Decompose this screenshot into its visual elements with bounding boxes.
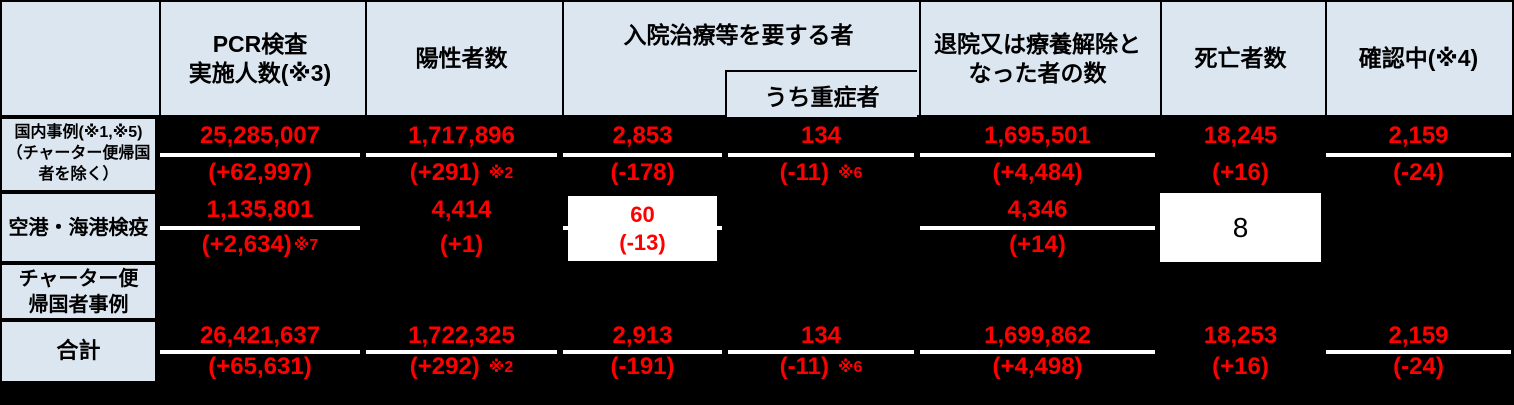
value-separator [1326, 349, 1511, 354]
header-divider [562, 2, 564, 119]
cell-delta: (-24) [1393, 159, 1444, 187]
quarantine-deaths-highlight-box: 8 [1160, 193, 1321, 262]
cell-value: 26,421,637 [199, 321, 321, 349]
value-separator [563, 152, 722, 157]
cell-delta: (-11) [779, 159, 829, 187]
header-severe-cases: うち重症者 [725, 70, 917, 117]
cell-total-confirming: 2,159 (-24) [1323, 320, 1514, 383]
quarantine-hospitalized-highlight-box: 60 (-13) [568, 196, 717, 261]
header-pcr-tested: PCR検査 実施人数(※3) [188, 30, 332, 86]
cell-value: 1,699,862 [984, 321, 1091, 349]
cell-quarantine-discharged: 4,346 (+14) [917, 192, 1158, 263]
header-divider [1325, 2, 1327, 119]
cell-total-pcr: 26,421,637 (+65,631) [157, 320, 363, 383]
cell-delta: (-24) [1393, 353, 1444, 381]
header-discharged-released: 退院又は療養解除と なった者の数 [934, 30, 1141, 86]
cell-domestic-severe: 134 (-11) ※6 [725, 117, 917, 192]
cell-value: 2,913 [612, 321, 673, 349]
cell-note: ※2 [488, 359, 514, 377]
cell-domestic-positive: 1,717,896 (+291) ※2 [363, 117, 560, 192]
cell-total-severe: 134 (-11) ※6 [725, 320, 917, 383]
cell-value: 2,159 [1388, 321, 1449, 349]
cell-value: 1,135,801 [206, 195, 314, 223]
cell-value: 1,717,896 [408, 121, 515, 149]
cell-total-hospitalized: 2,913 (-191) [560, 320, 725, 383]
cell-note: ※7 [293, 237, 319, 255]
header-deaths: 死亡者数 [1194, 45, 1287, 72]
cell-delta: (+14) [1009, 231, 1066, 259]
cell-delta: (+4,484) [992, 159, 1083, 187]
cell-delta: (+16) [1212, 159, 1269, 187]
value-separator [920, 152, 1155, 157]
header-divider [919, 2, 921, 119]
cell-value: 8 [1232, 211, 1249, 243]
cell-value: 134 [800, 121, 842, 149]
cell-delta: (+2,634) [201, 231, 292, 259]
cell-value: 4,346 [1007, 195, 1068, 223]
value-separator [920, 349, 1155, 354]
cell-delta: (+16) [1212, 353, 1269, 381]
cell-note: ※6 [837, 165, 863, 183]
cell-value: 1,722,325 [408, 321, 515, 349]
cell-delta: (-13) [619, 229, 666, 255]
cell-value: 1,695,501 [984, 121, 1091, 149]
row-label-airport-seaport-quarantine: 空港・海港検疫 [0, 192, 157, 263]
value-separator [728, 152, 914, 157]
value-separator [160, 349, 360, 354]
cell-value: 2,159 [1388, 121, 1449, 149]
cell-domestic-deaths: 18,245 (+16) [1158, 117, 1323, 192]
cell-note: ※6 [837, 359, 863, 377]
value-separator [160, 152, 360, 157]
header-under-confirmation: 確認中(※4) [1358, 45, 1479, 72]
value-separator [366, 152, 557, 157]
cell-domestic-confirming: 2,159 (-24) [1323, 117, 1514, 192]
cell-value: 2,853 [612, 121, 673, 149]
header-positive-cases: 陽性者数 [415, 45, 508, 72]
cell-quarantine-deaths: 8 [1158, 192, 1323, 263]
cell-domestic-discharged: 1,695,501 (+4,484) [917, 117, 1158, 192]
cell-delta: (-11) [779, 353, 829, 381]
cell-value: 25,285,007 [199, 121, 321, 149]
cell-quarantine-positive: 4,414 (+1) [363, 192, 560, 263]
header-divider [1160, 2, 1162, 119]
cell-domestic-pcr: 25,285,007 (+62,997) [157, 117, 363, 192]
cell-value: 4,414 [431, 195, 492, 223]
cell-delta: (+62,997) [208, 159, 312, 187]
cell-delta: (+291) [409, 159, 480, 187]
cell-delta: (-191) [610, 353, 675, 381]
cell-delta: (+1) [439, 231, 484, 259]
value-separator [728, 349, 914, 354]
cell-delta: (+292) [409, 353, 480, 381]
header-requiring-hospitalization: 入院治療等を要する者 [623, 21, 854, 48]
cell-delta: (+65,631) [208, 353, 312, 381]
row-label-total: 合計 [0, 320, 157, 383]
cell-note: ※2 [488, 165, 514, 183]
cell-value: 18,245 [1203, 121, 1278, 149]
cell-value: 60 [630, 202, 655, 227]
row-label-charter-flight-returnees: チャーター便 帰国者事例 [0, 263, 157, 320]
header-divider [159, 2, 161, 119]
cell-delta: (-178) [610, 159, 675, 187]
value-separator [160, 225, 360, 230]
cell-value: 134 [800, 321, 842, 349]
cell-total-positive: 1,722,325 (+292) ※2 [363, 320, 560, 383]
cell-value: 18,253 [1203, 321, 1278, 349]
cell-quarantine-hospitalized: 60 (-13) [560, 192, 725, 263]
cell-quarantine-pcr: 1,135,801 (+2,634) ※7 [157, 192, 363, 263]
value-separator [366, 349, 557, 354]
value-separator [920, 225, 1155, 230]
value-separator [1326, 152, 1511, 157]
header-divider [365, 2, 367, 119]
cell-total-discharged: 1,699,862 (+4,498) [917, 320, 1158, 383]
cell-domestic-hospitalized: 2,853 (-178) [560, 117, 725, 192]
row-label-domestic-cases: 国内事例(※1,※5) （チャーター便帰国 者を除く） [0, 117, 157, 192]
cell-total-deaths: 18,253 (+16) [1158, 320, 1323, 383]
cell-delta: (+4,498) [992, 353, 1083, 381]
value-separator [563, 349, 722, 354]
